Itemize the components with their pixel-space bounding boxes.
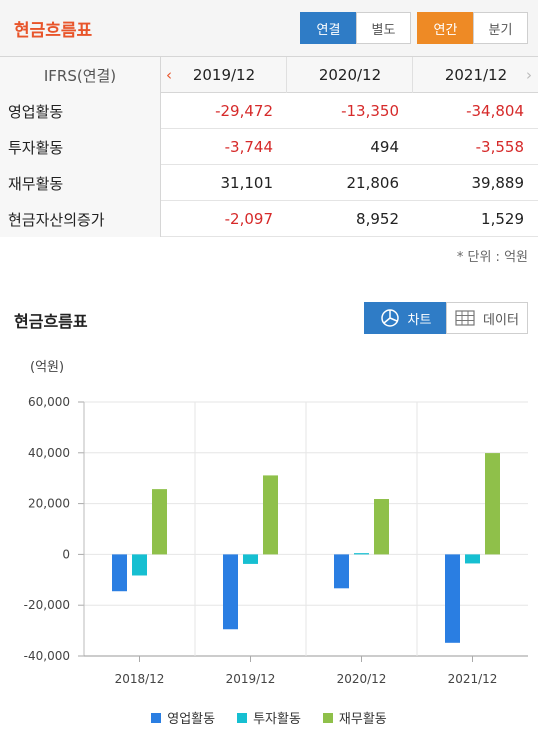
table-cell: 21,806 [346,174,400,192]
legend-swatch [322,712,333,723]
x-tick-label: 2019/12 [226,672,276,686]
legend-item-investing[interactable]: 투자활동 [237,708,301,727]
table-cell: 8,952 [356,210,399,228]
row-label: 현금자산의증가 [0,201,161,237]
row-label: 재무활동 [0,165,161,201]
legend-swatch [151,712,162,723]
table-cell: 31,101 [220,174,274,192]
bar [374,499,389,555]
bar [132,554,147,576]
data-button-label: 데이터 [483,312,519,328]
consolidated-toggle[interactable]: 연결 [300,12,357,44]
bar [334,554,349,589]
bar [445,554,460,643]
table-row: 현금자산의증가 -2,097 8,952 1,529 [0,201,538,237]
top-header: 현금흐름표 연결 별도 연간 분기 [0,0,538,56]
bar [354,553,369,555]
cashflow-table: IFRS(연결) ‹ 2019/12 2020/12 2021/12 › 영업활… [0,56,538,237]
table-row: 투자활동 -3,744 494 -3,558 [0,129,538,165]
table-cell: 39,889 [471,174,525,192]
bar [485,453,500,555]
legend-label: 재무활동 [338,712,387,727]
chart-button-label: 차트 [407,312,432,328]
chart-view-button[interactable]: 차트 [364,302,447,334]
y-tick-label: -20,000 [24,598,70,612]
separate-toggle[interactable]: 별도 [356,12,411,44]
grid-table-icon [455,310,475,326]
table-cell: -29,472 [215,102,273,120]
next-period-chevron-icon[interactable]: › [526,66,532,84]
legend-label: 영업활동 [167,712,216,727]
bar [263,475,278,555]
chart-section-title: 현금흐름표 [14,312,88,331]
col-header-2021: 2021/12 [444,66,508,84]
data-view-button[interactable]: 데이터 [446,302,528,334]
prev-period-chevron-icon[interactable]: ‹ [166,66,172,84]
pie-chart-icon [380,309,399,327]
table-cell: -34,804 [466,102,524,120]
y-tick-label: 0 [62,547,70,561]
page-title: 현금흐름표 [14,21,93,41]
y-tick-label: 60,000 [28,395,70,409]
legend-swatch [237,712,248,723]
bar [112,554,127,592]
cashflow-bar-chart: 60,000 40,000 20,000 0 -20,000 -40,000 2018/12… [24,395,528,686]
y-axis-unit: (억원) [30,360,65,375]
x-tick-label: 2021/12 [448,672,498,686]
y-tick-label: -40,000 [24,649,70,663]
table-row: 재무활동 31,101 21,806 39,889 [0,165,538,201]
bar [152,489,167,555]
table-cell: -3,558 [475,138,524,156]
x-tick-label: 2020/12 [337,672,387,686]
x-tick-label: 2018/12 [115,672,165,686]
col-header-2019: 2019/12 [162,57,287,93]
annual-toggle[interactable]: 연간 [417,12,474,44]
bar [243,554,258,564]
quarterly-toggle[interactable]: 분기 [473,12,528,44]
table-cell: 494 [370,138,399,156]
table-cell: -2,097 [224,210,273,228]
legend-item-operating[interactable]: 영업활동 [151,708,215,727]
table-header-row: IFRS(연결) ‹ 2019/12 2020/12 2021/12 › [0,57,538,93]
row-label: 투자활동 [0,129,161,165]
col-header-2020: 2020/12 [288,57,413,93]
ifrs-header: IFRS(연결) [0,57,161,93]
table-row: 영업활동 -29,472 -13,350 -34,804 [0,93,538,129]
legend-label: 투자활동 [253,712,301,727]
bar [465,554,480,564]
bar [223,554,238,630]
legend-item-financing[interactable]: 재무활동 [322,708,387,727]
table-cell: -13,350 [341,102,399,120]
table-cell: -3,744 [224,138,273,156]
y-tick-label: 20,000 [28,497,70,511]
unit-note: * 단위 : 억원 [456,250,528,265]
y-tick-label: 40,000 [28,446,70,460]
chart-legend: 영업활동 투자활동 재무활동 [0,708,538,727]
table-cell: 1,529 [481,210,524,228]
row-label: 영업활동 [0,93,161,129]
